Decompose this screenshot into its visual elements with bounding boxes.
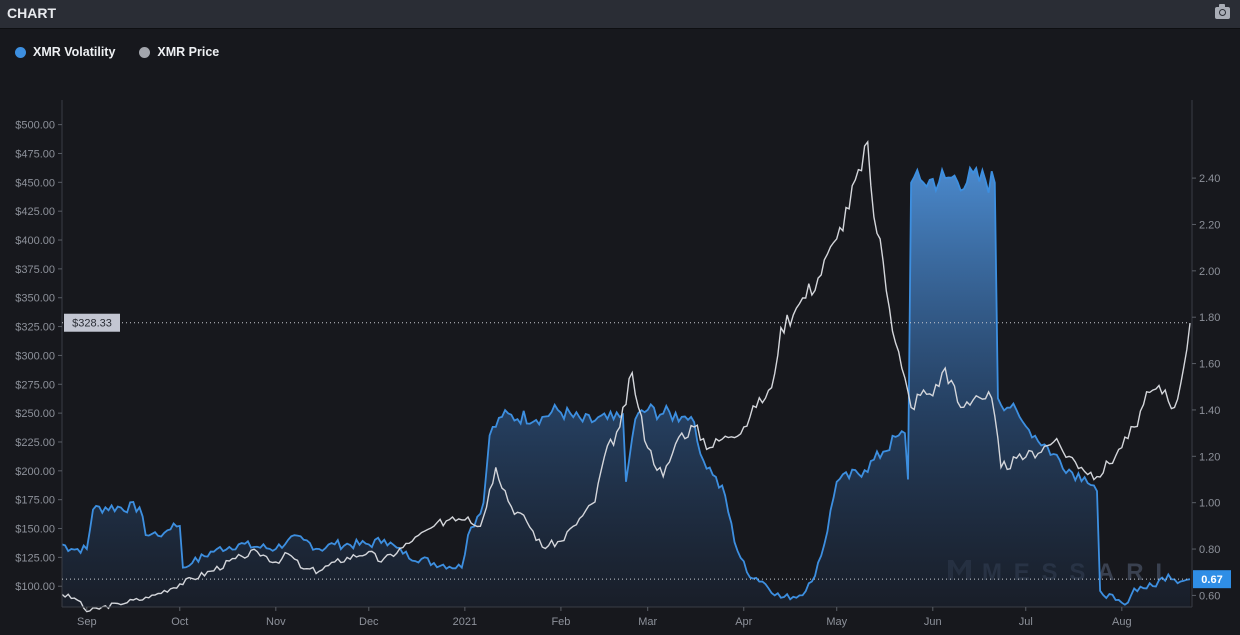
camera-icon[interactable] xyxy=(1215,4,1230,19)
x-tick-label: Aug xyxy=(1112,616,1132,628)
volatility-area xyxy=(62,167,1190,608)
left-tick-label: $275.00 xyxy=(15,379,55,391)
x-tick-label: Mar xyxy=(638,616,657,628)
right-tick-label: 1.00 xyxy=(1199,498,1220,510)
price-line xyxy=(61,139,1191,613)
price-current-label: $328.33 xyxy=(72,318,112,330)
right-tick-label: 2.20 xyxy=(1199,219,1220,231)
x-tick-label: Dec xyxy=(359,616,379,628)
legend-label: XMR Volatility xyxy=(33,45,116,59)
x-tick-label: 2021 xyxy=(453,616,477,628)
price-current-badge xyxy=(64,313,120,332)
legend-item-price[interactable]: XMR Price xyxy=(139,45,219,59)
left-tick-label: $375.00 xyxy=(15,264,55,276)
right-tick-label: 2.00 xyxy=(1199,266,1220,278)
left-tick-label: $100.00 xyxy=(15,581,55,593)
chart-title: CHART xyxy=(7,5,56,21)
right-tick-label: 1.60 xyxy=(1199,359,1220,371)
right-tick-label: 1.80 xyxy=(1199,312,1220,324)
left-tick-label: $125.00 xyxy=(15,552,55,564)
x-tick-label: Nov xyxy=(266,616,286,628)
left-tick-label: $425.00 xyxy=(15,206,55,218)
x-tick-label: Jul xyxy=(1019,616,1033,628)
right-tick-label: 1.20 xyxy=(1199,451,1220,463)
left-tick-label: $325.00 xyxy=(15,322,55,334)
x-tick-label: Feb xyxy=(551,616,570,628)
legend-item-volatility[interactable]: XMR Volatility xyxy=(15,45,115,59)
legend-dot-icon xyxy=(15,46,26,58)
left-tick-label: $300.00 xyxy=(15,350,55,362)
legend-dot-icon xyxy=(139,46,151,58)
legend: XMR Volatility XMR Price xyxy=(15,45,219,59)
left-tick-label: $225.00 xyxy=(15,437,55,449)
left-tick-label: $500.00 xyxy=(15,120,55,132)
right-tick-label: 1.40 xyxy=(1199,405,1220,417)
left-tick-label: $150.00 xyxy=(15,524,55,536)
right-tick-label: 0.80 xyxy=(1199,544,1220,556)
left-tick-label: $350.00 xyxy=(15,293,55,305)
left-tick-label: $400.00 xyxy=(15,235,55,247)
legend-label: XMR Price xyxy=(157,45,220,59)
left-tick-label: $475.00 xyxy=(15,148,55,160)
x-tick-label: Oct xyxy=(171,616,188,628)
left-tick-label: $200.00 xyxy=(15,466,55,478)
x-tick-label: Sep xyxy=(77,616,97,628)
right-tick-label: 2.40 xyxy=(1199,173,1220,185)
left-tick-label: $450.00 xyxy=(15,177,55,189)
chart-header: CHART xyxy=(0,0,1240,29)
right-tick-label: 0.60 xyxy=(1199,590,1220,602)
left-tick-label: $175.00 xyxy=(15,495,55,507)
volatility-current-badge xyxy=(1193,570,1231,589)
x-tick-label: Apr xyxy=(735,616,752,628)
volatility-current-label: 0.67 xyxy=(1201,574,1222,586)
left-tick-label: $250.00 xyxy=(15,408,55,420)
x-tick-label: May xyxy=(826,616,847,628)
x-tick-label: Jun xyxy=(924,616,942,628)
volatility-line xyxy=(61,165,1191,606)
